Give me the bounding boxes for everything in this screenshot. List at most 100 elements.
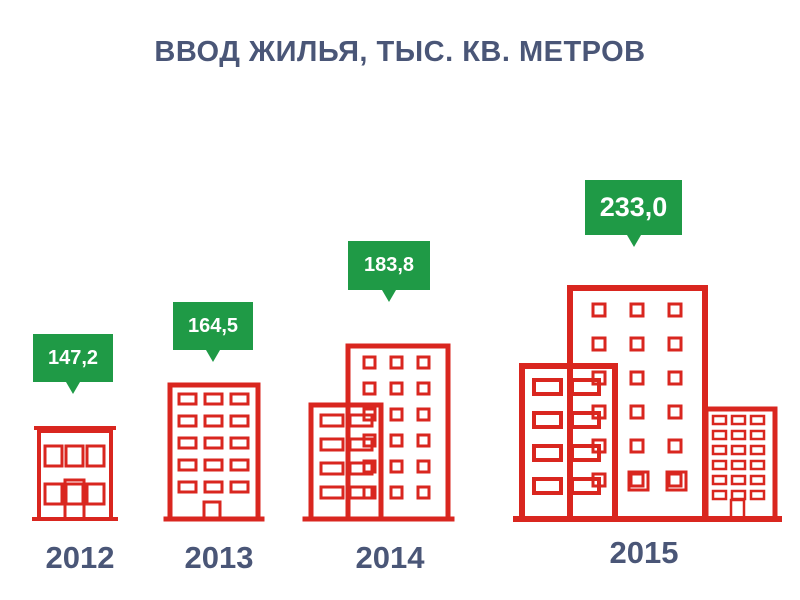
window xyxy=(532,378,563,396)
window xyxy=(362,381,377,396)
value-label-2014: 183,8 xyxy=(348,241,430,302)
window xyxy=(532,411,563,429)
window xyxy=(570,477,601,495)
window xyxy=(629,472,645,488)
window xyxy=(348,413,374,428)
window xyxy=(64,482,85,506)
building-2014 xyxy=(302,343,455,522)
window xyxy=(629,302,645,318)
window xyxy=(319,461,345,476)
window xyxy=(667,438,683,454)
year-label-2015: 2015 xyxy=(609,535,679,570)
window xyxy=(389,355,404,370)
window xyxy=(667,370,683,386)
window xyxy=(177,458,198,472)
window xyxy=(85,444,106,468)
window xyxy=(749,429,766,441)
window xyxy=(667,472,683,488)
window xyxy=(416,459,431,474)
window xyxy=(348,437,374,452)
window xyxy=(711,429,728,441)
value-label-2013: 164,5 xyxy=(173,302,253,362)
window xyxy=(629,404,645,420)
window xyxy=(627,470,650,492)
window xyxy=(203,458,224,472)
year-label-2012: 2012 xyxy=(45,540,115,575)
window xyxy=(203,392,224,406)
window xyxy=(416,433,431,448)
door xyxy=(63,478,86,521)
window xyxy=(416,485,431,500)
window xyxy=(591,302,607,318)
window xyxy=(85,482,106,506)
window xyxy=(667,302,683,318)
window xyxy=(629,438,645,454)
window xyxy=(177,392,198,406)
building-2015 xyxy=(513,285,782,522)
window xyxy=(389,433,404,448)
window xyxy=(711,459,728,471)
window xyxy=(203,436,224,450)
window xyxy=(570,411,601,429)
window xyxy=(64,444,85,468)
window xyxy=(348,485,374,500)
window xyxy=(348,461,374,476)
window xyxy=(667,404,683,420)
window xyxy=(229,436,250,450)
door xyxy=(202,500,222,521)
window xyxy=(229,392,250,406)
window xyxy=(711,414,728,426)
window xyxy=(629,370,645,386)
window xyxy=(730,414,747,426)
window xyxy=(229,414,250,428)
building-outline xyxy=(37,429,113,521)
window xyxy=(177,480,198,494)
window xyxy=(711,444,728,456)
window xyxy=(362,459,377,474)
window xyxy=(749,459,766,471)
window xyxy=(319,485,345,500)
window xyxy=(730,474,747,486)
building-2013 xyxy=(163,382,265,522)
window xyxy=(389,459,404,474)
window xyxy=(203,480,224,494)
window xyxy=(229,480,250,494)
window xyxy=(749,444,766,456)
window xyxy=(665,470,688,492)
window xyxy=(389,485,404,500)
window xyxy=(749,489,766,501)
window xyxy=(389,407,404,422)
window xyxy=(730,444,747,456)
window xyxy=(730,429,747,441)
window xyxy=(711,489,728,501)
value-label-2015: 233,0 xyxy=(585,180,682,247)
window xyxy=(570,444,601,462)
window xyxy=(43,482,64,506)
window xyxy=(730,489,747,501)
window xyxy=(591,336,607,352)
year-label-2013: 2013 xyxy=(184,540,254,575)
window xyxy=(730,459,747,471)
window xyxy=(532,477,563,495)
chart-title: ВВОД ЖИЛЬЯ, ТЫС. КВ. МЕТРОВ xyxy=(154,36,646,68)
window xyxy=(749,414,766,426)
window xyxy=(749,474,766,486)
window xyxy=(203,414,224,428)
window xyxy=(629,336,645,352)
window xyxy=(229,458,250,472)
window xyxy=(570,378,601,396)
year-label-2014: 2014 xyxy=(355,540,425,575)
value-label-2012: 147,2 xyxy=(33,334,113,394)
window xyxy=(177,436,198,450)
window xyxy=(177,414,198,428)
building-2012 xyxy=(32,426,118,521)
window xyxy=(416,407,431,422)
window xyxy=(667,336,683,352)
window xyxy=(319,437,345,452)
window xyxy=(362,355,377,370)
window xyxy=(532,444,563,462)
window xyxy=(711,474,728,486)
window xyxy=(389,381,404,396)
window xyxy=(416,355,431,370)
